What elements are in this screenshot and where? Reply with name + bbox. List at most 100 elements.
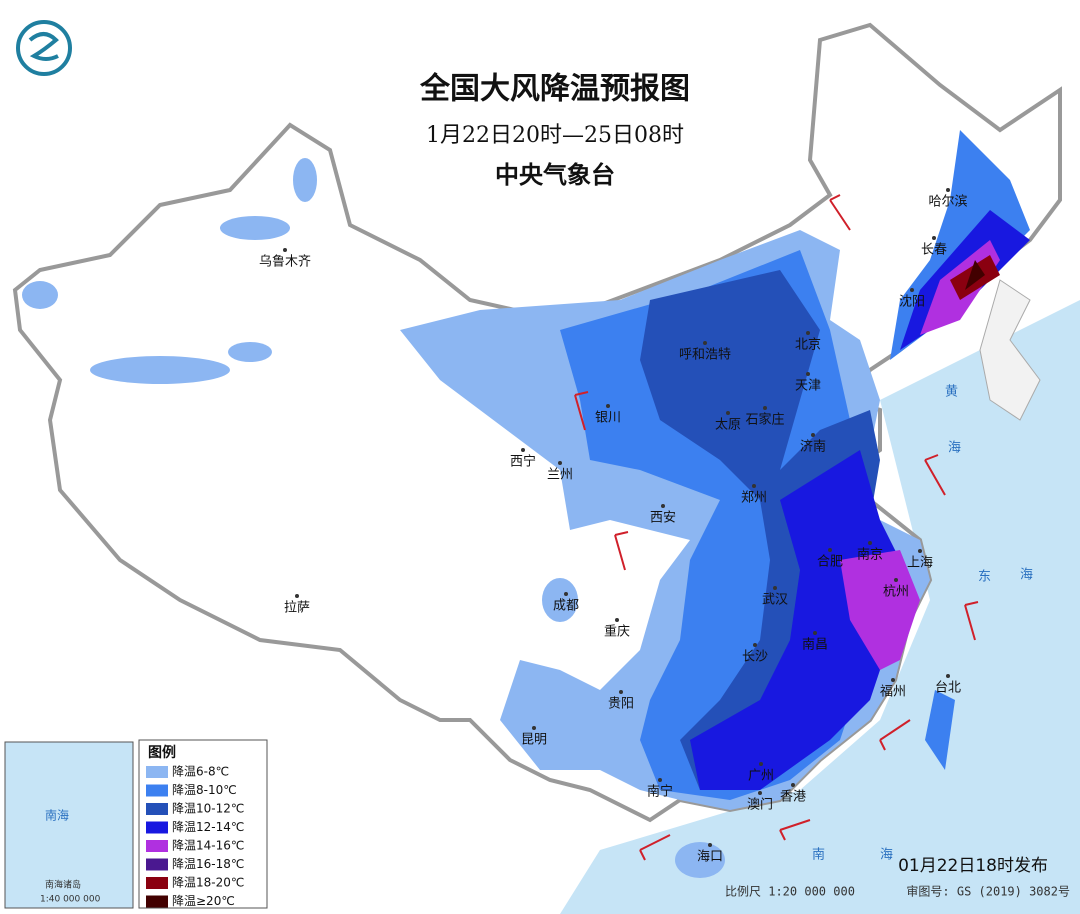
cooling-area	[542, 578, 578, 622]
city-label: 拉萨	[284, 601, 310, 616]
city-label: 昆明	[521, 733, 547, 748]
legend-label: 降温8-10℃	[172, 783, 237, 797]
city-label: 台北	[935, 681, 961, 696]
sea-label: 东	[978, 570, 991, 585]
cooling-area	[293, 158, 317, 202]
city-label: 长春	[921, 243, 947, 258]
cooling-area	[228, 342, 272, 362]
city-dot	[295, 594, 299, 598]
legend-label: 降温14-16℃	[172, 839, 244, 853]
city-dot	[532, 726, 536, 730]
city-dot	[806, 331, 810, 335]
city-label: 郑州	[741, 491, 767, 506]
city-dot	[615, 618, 619, 622]
wind-barbs	[574, 194, 979, 861]
city-dot	[759, 762, 763, 766]
city-label: 长沙	[742, 650, 768, 665]
city-dot	[891, 678, 895, 682]
cooling-area	[925, 690, 955, 770]
wind-barb	[964, 601, 979, 641]
legend-swatch	[146, 895, 168, 908]
ocean	[560, 300, 1080, 914]
city-dot	[619, 690, 623, 694]
title: 全国大风降温预报图	[419, 72, 690, 107]
sea-label: 海	[948, 441, 961, 456]
legend-label: 降温10-12℃	[172, 802, 244, 816]
city-dot	[703, 341, 707, 345]
city-dot	[726, 411, 730, 415]
cooling-area	[690, 450, 900, 790]
city-dot	[828, 548, 832, 552]
city-dot	[813, 631, 817, 635]
city-dot	[752, 484, 756, 488]
issuer: 中央气象台	[495, 161, 615, 189]
city-label: 澳门	[747, 797, 773, 813]
sea-label: 黄	[945, 385, 958, 400]
city-dot	[558, 461, 562, 465]
city-label: 海口	[697, 850, 723, 865]
city-dot	[894, 578, 898, 582]
city-label: 香港	[780, 790, 806, 805]
city-dot	[521, 448, 525, 452]
sea-label: 海	[880, 848, 893, 863]
korea	[979, 279, 1041, 421]
city-label: 西宁	[510, 454, 536, 470]
city-dot	[946, 674, 950, 678]
legend-swatch	[146, 858, 168, 871]
city-label: 贵阳	[608, 697, 634, 712]
city-dot	[753, 643, 757, 647]
legend-label: 降温12-14℃	[172, 820, 244, 834]
inset-label: 1:40 000 000	[40, 895, 101, 905]
sea-label: 南	[812, 847, 825, 863]
city-label: 成都	[553, 599, 579, 614]
city-dot	[661, 504, 665, 508]
wind-barb	[614, 531, 629, 571]
city-label: 重庆	[604, 624, 630, 640]
city-label: 乌鲁木齐	[259, 254, 311, 270]
approval: 审图号: GS (2019) 3082号	[906, 884, 1070, 899]
city-label: 武汉	[762, 593, 788, 608]
city-label: 天津	[795, 379, 821, 394]
legend-label: 降温18-20℃	[172, 876, 244, 890]
city-label: 石家庄	[745, 412, 784, 428]
city-label: 合肥	[817, 555, 843, 570]
city-label: 西安	[650, 511, 676, 526]
city-dot	[658, 778, 662, 782]
city-label: 太原	[715, 418, 741, 433]
sea-label: 海	[1020, 568, 1033, 583]
city-dot	[606, 404, 610, 408]
city-dot	[932, 236, 936, 240]
city-label: 南京	[857, 547, 883, 563]
city-dot	[946, 188, 950, 192]
city-dot	[918, 549, 922, 553]
city-label: 杭州	[883, 585, 909, 600]
scale: 比例尺 1:20 000 000	[725, 885, 855, 899]
city-dot	[791, 783, 795, 787]
inset-label: 南海诸岛	[45, 879, 81, 891]
inset-label: 南海	[45, 808, 69, 823]
cooling-area	[675, 842, 725, 878]
cooling-area	[965, 260, 985, 290]
city-label: 广州	[748, 769, 774, 784]
city-dot	[763, 406, 767, 410]
city-label: 银川	[595, 411, 621, 426]
city-label: 上海	[907, 556, 933, 571]
city-dot	[708, 843, 712, 847]
city-label: 南宁	[647, 784, 673, 800]
city-dot	[283, 248, 287, 252]
wind-barb	[779, 819, 811, 841]
release-time: 01月22日18时发布	[898, 856, 1048, 876]
wind-barb	[879, 719, 911, 751]
city-label: 呼和浩特	[679, 348, 731, 363]
legend-swatch	[146, 784, 168, 797]
legend-swatch	[146, 803, 168, 815]
city-dot	[773, 586, 777, 590]
wind-barb	[574, 391, 589, 431]
cooling-area	[90, 356, 230, 384]
wind-barb	[924, 454, 946, 496]
city-label: 福州	[880, 685, 906, 700]
legend-swatch	[146, 766, 168, 778]
city-label: 沈阳	[899, 295, 925, 310]
period: 1月22日20时—25日08时	[426, 123, 684, 148]
